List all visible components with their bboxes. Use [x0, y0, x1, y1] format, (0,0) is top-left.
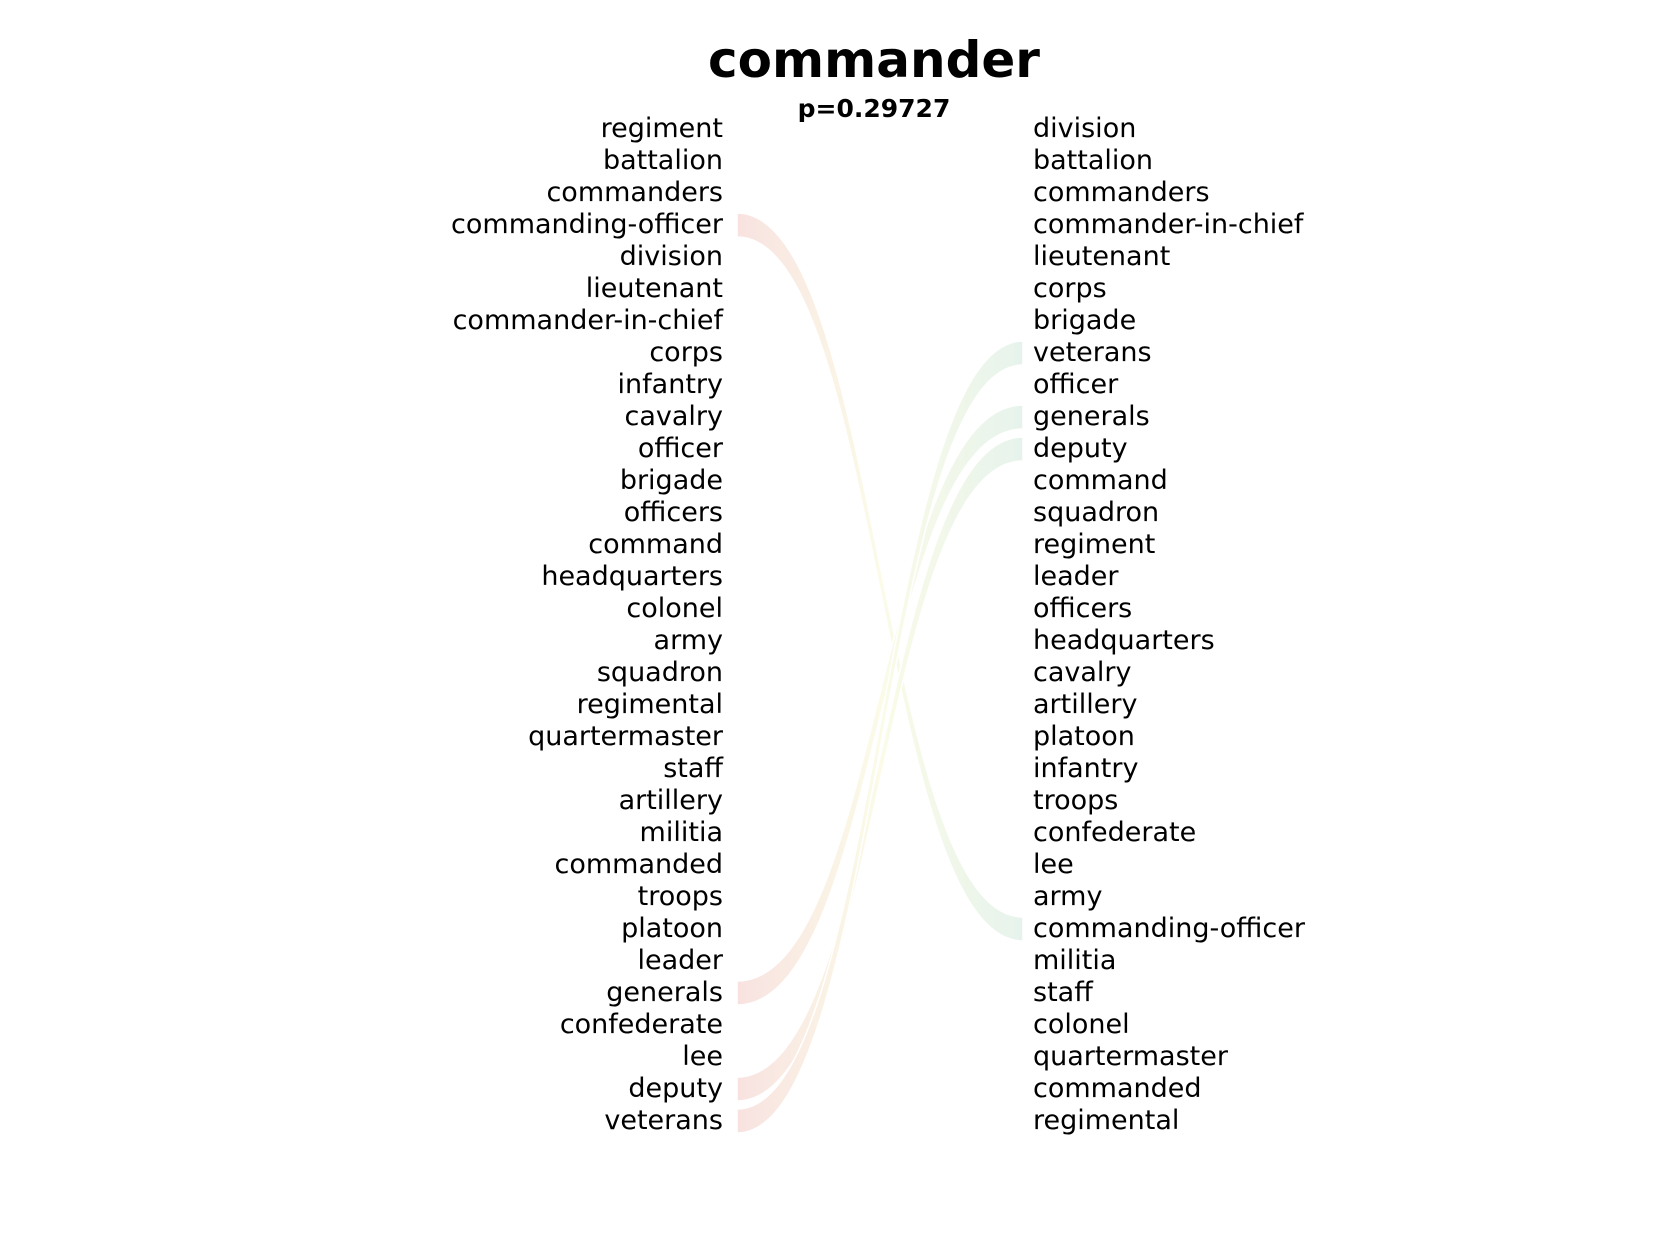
right-word-item: corps: [1033, 273, 1107, 304]
left-word-item: deputy: [628, 1073, 723, 1104]
left-word-item: generals: [606, 977, 723, 1008]
left-word-item: lieutenant: [585, 273, 723, 304]
left-word-item: commanded: [554, 849, 723, 880]
left-word-item: regiment: [600, 113, 723, 144]
right-word-item: battalion: [1033, 145, 1154, 176]
left-word-item: quartermaster: [528, 721, 723, 752]
left-word-item: commanding-officer: [451, 209, 723, 240]
left-word-item: infantry: [617, 369, 723, 400]
right-word-item: army: [1033, 881, 1103, 912]
right-word-item: quartermaster: [1033, 1041, 1228, 1072]
right-word-item: cavalry: [1033, 657, 1132, 688]
right-word-item: infantry: [1033, 753, 1139, 784]
right-word-item: deputy: [1033, 433, 1128, 464]
right-word-item: division: [1033, 113, 1137, 144]
left-word-item: corps: [649, 337, 723, 368]
right-word-item: officer: [1033, 369, 1119, 400]
left-word-item: commanders: [546, 177, 723, 208]
right-word-item: commanding-officer: [1033, 913, 1305, 944]
right-word-item: commander-in-chief: [1033, 209, 1304, 240]
left-word-item: cavalry: [624, 401, 724, 432]
left-word-item: squadron: [596, 657, 723, 688]
link-veterans: [736, 340, 1024, 1134]
left-word-item: division: [619, 241, 723, 272]
right-word-item: squadron: [1033, 497, 1160, 528]
left-word-item: staff: [663, 753, 723, 784]
left-word-item: artillery: [618, 785, 723, 816]
left-word-item: headquarters: [541, 561, 723, 592]
right-word-item: leader: [1033, 561, 1119, 592]
left-word-item: lee: [682, 1041, 723, 1072]
left-word-item: officer: [637, 433, 723, 464]
right-word-item: regimental: [1033, 1105, 1180, 1136]
right-word-item: brigade: [1033, 305, 1137, 336]
right-word-item: artillery: [1033, 689, 1138, 720]
left-word-item: command: [588, 529, 723, 560]
link-commanding-officer: [736, 212, 1024, 942]
right-word-item: confederate: [1033, 817, 1197, 848]
left-word-item: regimental: [576, 689, 723, 720]
left-word-item: platoon: [621, 913, 723, 944]
right-word-item: colonel: [1033, 1009, 1130, 1040]
right-word-item: commanders: [1033, 177, 1210, 208]
left-word-item: militia: [639, 817, 723, 848]
right-word-item: regiment: [1033, 529, 1156, 560]
left-word-item: troops: [637, 881, 723, 912]
right-word-item: command: [1033, 465, 1168, 496]
right-word-item: commanded: [1033, 1073, 1202, 1104]
right-word-item: militia: [1033, 945, 1117, 976]
left-word-item: confederate: [559, 1009, 723, 1040]
right-word-item: headquarters: [1033, 625, 1215, 656]
left-word-item: leader: [637, 945, 723, 976]
p-value-label: p=0.29727: [797, 94, 951, 123]
left-word-item: veterans: [604, 1105, 723, 1136]
left-word-item: brigade: [619, 465, 723, 496]
left-word-item: colonel: [626, 593, 723, 624]
right-word-item: generals: [1033, 401, 1150, 432]
right-word-item: platoon: [1033, 721, 1135, 752]
left-word-item: officers: [623, 497, 723, 528]
right-word-item: lieutenant: [1033, 241, 1171, 272]
link-deputy: [736, 436, 1024, 1102]
page-title: commander: [708, 31, 1040, 89]
left-word-item: commander-in-chief: [452, 305, 723, 336]
right-word-item: staff: [1033, 977, 1093, 1008]
right-word-item: veterans: [1033, 337, 1152, 368]
right-word-item: troops: [1033, 785, 1119, 816]
right-word-item: officers: [1033, 593, 1133, 624]
right-word-item: lee: [1033, 849, 1074, 880]
left-word-item: army: [653, 625, 723, 656]
left-word-item: battalion: [602, 145, 723, 176]
link-generals: [736, 404, 1024, 1006]
